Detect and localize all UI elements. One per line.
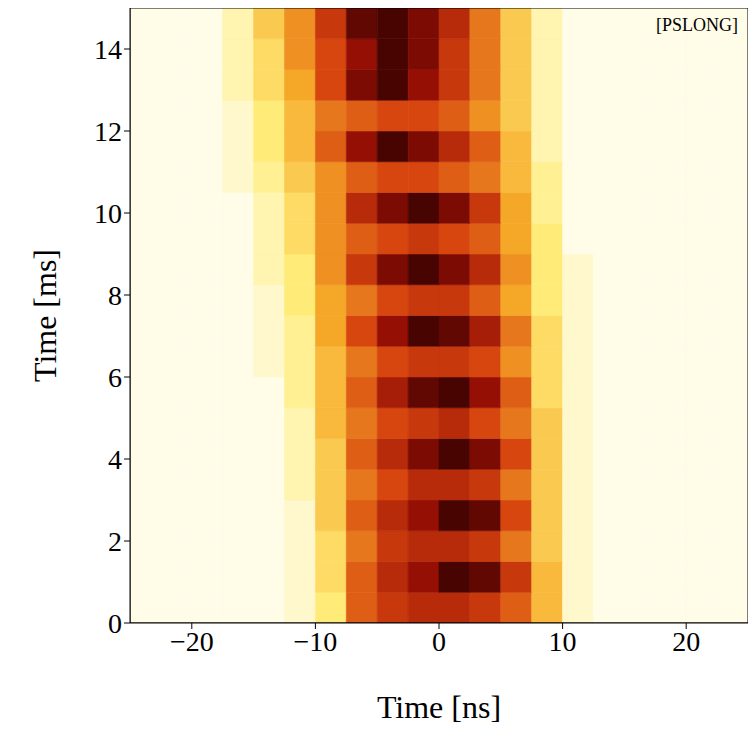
svg-text:6: 6 <box>108 362 122 393</box>
svg-text:−10: −10 <box>294 626 338 657</box>
svg-text:0: 0 <box>108 608 122 639</box>
svg-text:Time [ns]: Time [ns] <box>377 689 501 725</box>
svg-text:10: 10 <box>549 626 577 657</box>
svg-text:[PSLONG]: [PSLONG] <box>656 15 738 35</box>
svg-text:20: 20 <box>672 626 700 657</box>
svg-text:14: 14 <box>94 34 122 65</box>
svg-text:−20: −20 <box>170 626 214 657</box>
svg-text:0: 0 <box>432 626 446 657</box>
svg-text:2: 2 <box>108 526 122 557</box>
svg-text:Time [ms]: Time [ms] <box>27 249 63 382</box>
svg-text:10: 10 <box>94 198 122 229</box>
svg-text:4: 4 <box>108 444 122 475</box>
svg-text:8: 8 <box>108 280 122 311</box>
svg-text:12: 12 <box>94 116 122 147</box>
